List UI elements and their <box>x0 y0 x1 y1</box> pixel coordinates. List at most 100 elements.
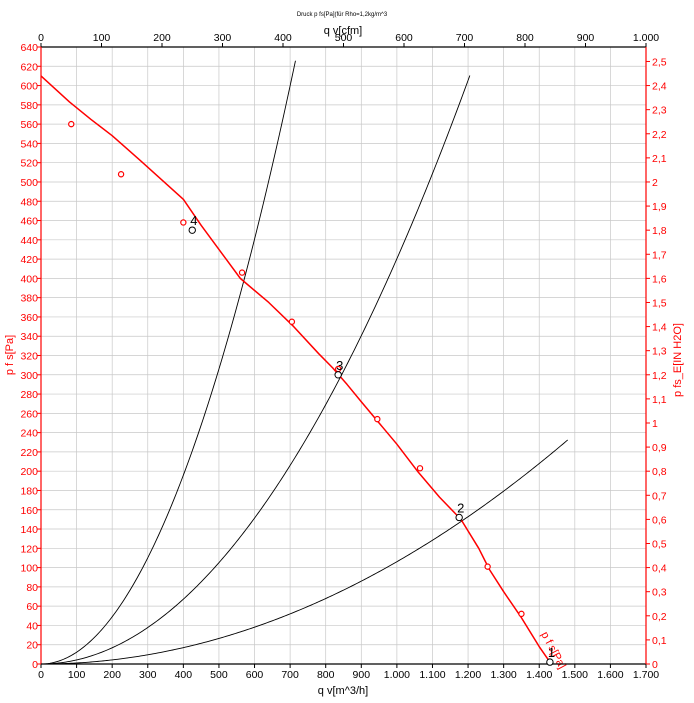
left-axis-label: p f s[Pa] <box>4 335 16 375</box>
fan-curve-line <box>40 75 551 663</box>
fan-curve-marker <box>518 610 525 618</box>
fan-curve-marker <box>288 318 296 325</box>
x-tick-label: 1.000 <box>384 669 410 681</box>
y-tick-label: 500 <box>20 177 38 189</box>
right-tick-label: 1,3 <box>652 346 667 358</box>
y-tick-label: 620 <box>20 61 38 73</box>
top-tick-label: 1.000 <box>633 32 659 44</box>
top-tick-label: 900 <box>577 32 595 44</box>
fan-curve-marker <box>180 219 187 226</box>
x-tick-label: 600 <box>246 669 264 681</box>
x-tick-label: 1.300 <box>491 669 517 681</box>
operating-point-marker <box>334 371 342 379</box>
y-tick-label: 340 <box>20 331 38 343</box>
y-tick-label: 100 <box>20 563 38 575</box>
y-tick-label: 20 <box>26 640 38 652</box>
right-tick-label: 1,4 <box>652 322 667 334</box>
right-tick-label: 1,7 <box>652 249 667 261</box>
operating-point-label: 4 <box>190 213 197 228</box>
y-tick-label: 640 <box>20 42 38 54</box>
y-tick-label: 60 <box>26 601 38 613</box>
right-tick-label: 0 <box>652 659 658 671</box>
grid <box>41 47 646 664</box>
y-tick-label: 600 <box>20 81 38 93</box>
right-tick-label: 0,7 <box>652 490 667 502</box>
operating-point-marker <box>546 658 554 666</box>
y-tick-label: 220 <box>20 447 38 459</box>
y-tick-label: 200 <box>20 466 38 478</box>
x-tick-label: 300 <box>139 669 157 681</box>
x-tick-label: 1.600 <box>597 669 623 681</box>
right-axis-label: p fs_E[IN H2O] <box>672 323 684 397</box>
right-tick-label: 0,1 <box>652 635 667 647</box>
curves <box>40 60 569 665</box>
y-tick-label: 0 <box>32 659 38 671</box>
y-tick-label: 300 <box>20 370 38 382</box>
system-curve <box>40 60 296 665</box>
top-axis-label: q v[cfm] <box>324 25 363 37</box>
x-tick-label: 1.500 <box>562 669 588 681</box>
system-curve <box>41 439 569 665</box>
right-tick-label: 1,8 <box>652 225 667 237</box>
operating-point-label: 2 <box>457 500 464 515</box>
y-tick-label: 520 <box>20 158 38 170</box>
operating-point-marker <box>455 513 463 522</box>
y-tick-label: 140 <box>20 524 38 536</box>
x-tick-label: 1.100 <box>419 669 445 681</box>
x-tick-label: 1.700 <box>633 669 659 681</box>
y-tick-label: 460 <box>20 216 38 228</box>
right-tick-label: 2,2 <box>652 129 667 141</box>
right-tick-label: 2,4 <box>652 81 667 93</box>
y-tick-label: 580 <box>20 100 38 112</box>
top-tick-label: 700 <box>456 32 474 44</box>
right-tick-label: 1,6 <box>652 273 667 285</box>
operating-point-label: 3 <box>336 358 343 373</box>
top-tick-label: 100 <box>93 32 111 44</box>
x-tick-label: 900 <box>353 669 371 681</box>
system-curve <box>40 75 471 665</box>
y-tick-label: 480 <box>20 196 38 208</box>
x-tick-label: 200 <box>103 669 121 681</box>
x-tick-label: 400 <box>175 669 193 681</box>
y-tick-label: 40 <box>26 620 38 632</box>
right-tick-label: 0,6 <box>652 514 667 526</box>
fan-curve-marker <box>238 269 246 276</box>
y-tick-label: 400 <box>20 273 38 285</box>
x-tick-label: 700 <box>281 669 299 681</box>
y-tick-label: 260 <box>20 408 38 420</box>
bottom-axis-label: q v[m^3/h] <box>318 685 368 697</box>
right-tick-label: 0,2 <box>652 611 667 623</box>
fan-curve-marker <box>484 563 491 570</box>
operating-points: 1 2 3 4 <box>188 213 555 666</box>
right-tick-label: 2,5 <box>652 56 667 68</box>
fan-curve-marker <box>374 415 381 423</box>
x-tick-label: 1.200 <box>455 669 481 681</box>
y-tick-label: 240 <box>20 428 38 440</box>
right-tick-label: 1,1 <box>652 394 667 406</box>
right-tick-label: 2 <box>652 177 658 189</box>
right-tick-label: 0,4 <box>652 563 667 575</box>
x-tick-label: 100 <box>68 669 86 681</box>
y-tick-label: 280 <box>20 389 38 401</box>
right-tick-label: 2,3 <box>652 105 667 117</box>
top-tick-label: 600 <box>395 32 413 44</box>
chart-title: Druck p fs[Pa](für Rho=1,2kg/m^3 <box>297 12 388 18</box>
right-tick-label: 0,5 <box>652 538 667 550</box>
y-tick-label: 160 <box>20 505 38 517</box>
top-tick-label: 800 <box>516 32 534 44</box>
right-tick-label: 2,1 <box>652 153 667 165</box>
fan-curve-marker <box>416 465 424 472</box>
fan-curve-marker <box>117 171 125 178</box>
right-tick-label: 0,9 <box>652 442 667 454</box>
y-tick-label: 380 <box>20 293 38 305</box>
right-tick-label: 1 <box>652 418 658 430</box>
operating-point-marker <box>188 226 196 234</box>
right-tick-label: 1,9 <box>652 201 667 213</box>
y-tick-label: 540 <box>20 138 38 150</box>
y-tick-label: 80 <box>26 582 38 594</box>
axes: 0 100 200 300 400 500 600 700 800 900 1.000 1.100 1.… <box>20 32 666 681</box>
x-tick-label: 800 <box>317 669 335 681</box>
top-tick-label: 0 <box>38 32 44 44</box>
y-tick-label: 560 <box>20 119 38 131</box>
